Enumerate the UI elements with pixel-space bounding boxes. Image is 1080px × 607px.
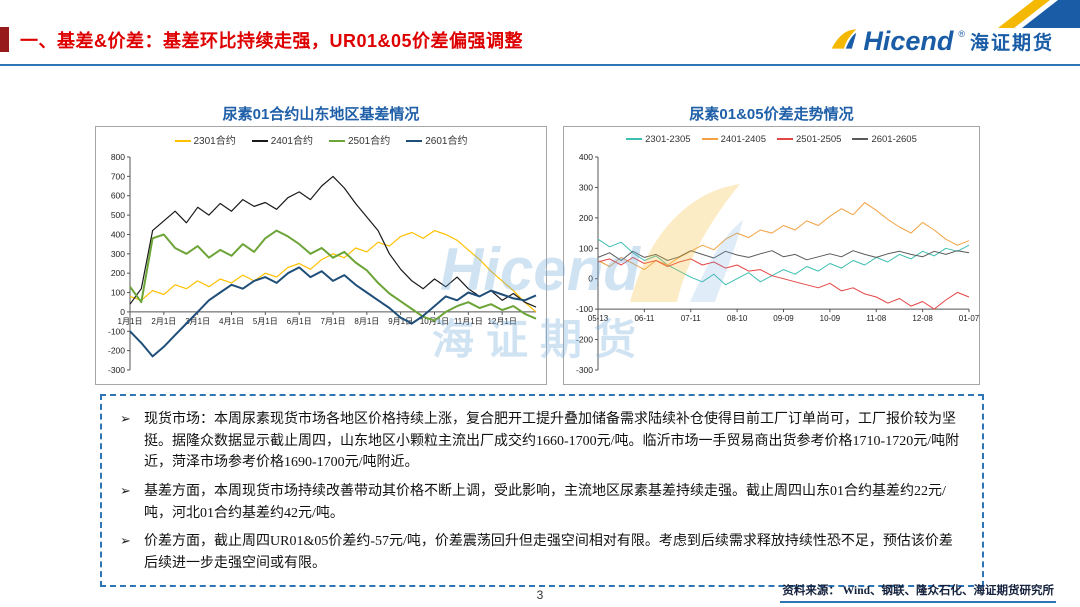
svg-text:200: 200	[579, 213, 593, 223]
svg-text:7月1日: 7月1日	[321, 317, 346, 326]
svg-text:700: 700	[111, 171, 125, 181]
svg-text:100: 100	[579, 243, 593, 253]
svg-text:09-09: 09-09	[773, 314, 794, 323]
svg-text:500: 500	[111, 210, 125, 220]
svg-text:-200: -200	[576, 335, 593, 345]
svg-text:07-11: 07-11	[681, 314, 701, 323]
corner-decoration	[998, 0, 1080, 28]
legend-item: 2401-2405	[701, 134, 766, 145]
svg-text:200: 200	[111, 268, 125, 278]
legend-item: 2301-2305	[626, 134, 691, 145]
brand-name-chinese: 海证期货	[969, 33, 1054, 54]
basis-chart-plot: 800 700 600 500 400 300 200 100 0 -100 -200 -300 1月1…	[108, 152, 537, 375]
svg-text:-100: -100	[108, 326, 125, 336]
bullet-item: ➢ 现货市场：本周尿素现货市场各地区价格持续上涨，复合肥开工提升叠加储备需求陆续…	[120, 409, 960, 474]
svg-text:300: 300	[579, 182, 593, 192]
svg-text:-300: -300	[576, 365, 593, 375]
legend-item: 2501合约	[329, 132, 390, 147]
header: 一、基差&价差：基差环比持续走强，UR01&05价差偏强调整 Hicend ® …	[0, 0, 1080, 66]
svg-text:300: 300	[111, 249, 125, 259]
svg-text:2月1日: 2月1日	[151, 317, 176, 326]
svg-text:11-08: 11-08	[866, 314, 886, 323]
svg-text:600: 600	[111, 191, 125, 201]
svg-text:4月1日: 4月1日	[219, 317, 244, 326]
svg-text:01-07: 01-07	[959, 314, 979, 323]
svg-text:-100: -100	[576, 304, 593, 314]
svg-text:400: 400	[111, 229, 125, 239]
svg-text:-200: -200	[108, 346, 125, 356]
sail-logo-icon	[830, 27, 858, 56]
svg-text:800: 800	[111, 152, 125, 162]
legend-item: 2601-2605	[852, 134, 917, 145]
brand-name: Hicend	[863, 26, 954, 56]
svg-text:12-08: 12-08	[912, 314, 933, 323]
svg-text:12月1日: 12月1日	[487, 317, 516, 326]
basis-chart-legend: 2301合约 2401合约 2501合约 2601合约	[96, 127, 546, 151]
arrow-bullet-icon: ➢	[120, 412, 131, 427]
svg-text:1月1日: 1月1日	[118, 317, 143, 326]
spread-chart-plot: 400 300 200 100 0 -100 -200 -300 05-13 06-11 07-11…	[576, 152, 979, 375]
spread-chart-title: 尿素01&05价差走势情况	[689, 106, 854, 123]
svg-text:6月1日: 6月1日	[287, 317, 312, 326]
brand-logo: Hicend ® 海证期货	[830, 27, 1054, 56]
svg-text:11月1日: 11月1日	[454, 317, 483, 326]
spread-chart: 2301-2305 2401-2405 2501-2505 2601-2605 400…	[563, 126, 980, 385]
registered-mark: ®	[958, 29, 965, 39]
page-title: 一、基差&价差：基差环比持续走强，UR01&05价差偏强调整	[20, 31, 524, 51]
svg-text:3月1日: 3月1日	[185, 317, 210, 326]
svg-text:5月1日: 5月1日	[253, 317, 278, 326]
svg-text:-300: -300	[108, 365, 125, 375]
svg-text:05-13: 05-13	[588, 314, 609, 323]
legend-item: 2301合约	[174, 132, 236, 147]
title-accent-bar	[0, 27, 9, 52]
page-number: 3	[536, 588, 544, 602]
svg-text:8月1日: 8月1日	[354, 317, 379, 326]
bullet-text: 基差方面，本周现货市场持续改善带动其价格不断上调，受此影响，主流地区尿素基差持续…	[144, 484, 946, 521]
basis-chart: 2301合约 2401合约 2501合约 2601合约 800 700 600 500 400…	[95, 126, 547, 385]
svg-text:08-10: 08-10	[727, 314, 748, 323]
commentary-box: ➢ 现货市场：本周尿素现货市场各地区价格持续上涨，复合肥开工提升叠加储备需求陆续…	[100, 394, 984, 587]
bullet-text: 现货市场：本周尿素现货市场各地区价格持续上涨，复合肥开工提升叠加储备需求陆续补仓…	[144, 412, 960, 471]
svg-text:9月1日: 9月1日	[388, 317, 413, 326]
legend-item: 2401合约	[251, 132, 313, 147]
svg-text:0: 0	[588, 274, 593, 284]
arrow-bullet-icon: ➢	[120, 534, 131, 550]
bullet-text: 价差方面，截止周四UR01&05价差约-57元/吨，价差震荡回升但走强空间相对有…	[144, 534, 953, 572]
legend-item: 2501-2505	[777, 134, 841, 145]
bullet-item: ➢ 价差方面，截止周四UR01&05价差约-57元/吨，价差震荡回升但走强空间相…	[120, 531, 960, 574]
source-note: 资料来源： Wind、钢联、隆众石化、海证期货研究所	[780, 582, 1056, 603]
bullet-item: ➢ 基差方面，本周现货市场持续改善带动其价格不断上调，受此影响，主流地区尿素基差…	[120, 481, 960, 524]
basis-chart-title: 尿素01合约山东地区基差情况	[222, 106, 420, 123]
legend-item: 2601合约	[406, 132, 468, 147]
svg-text:400: 400	[579, 152, 593, 162]
svg-text:06-11: 06-11	[634, 314, 654, 323]
spread-chart-legend: 2301-2305 2401-2405 2501-2505 2601-2605	[564, 127, 979, 151]
svg-text:0: 0	[120, 307, 125, 317]
svg-text:10-09: 10-09	[820, 314, 841, 323]
arrow-bullet-icon: ➢	[120, 484, 131, 500]
svg-text:100: 100	[111, 288, 125, 298]
